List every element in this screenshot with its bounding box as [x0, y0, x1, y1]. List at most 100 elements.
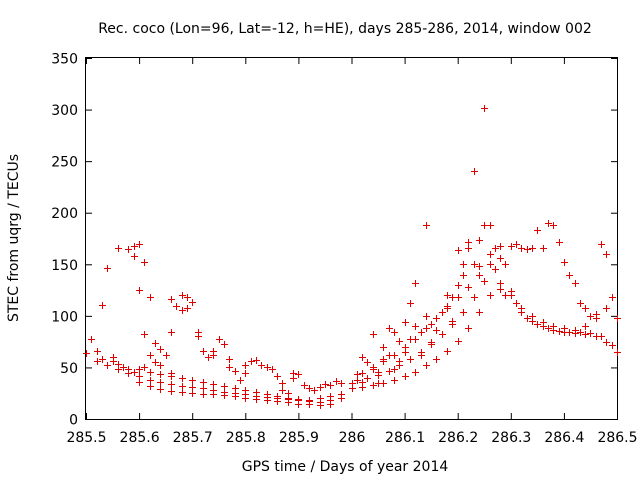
data-point [534, 227, 541, 234]
data-point [163, 352, 170, 359]
data-point [94, 348, 101, 355]
data-point [125, 370, 132, 377]
data-point [253, 357, 260, 364]
data-point [402, 373, 409, 380]
data-point [136, 241, 143, 248]
data-point [603, 339, 610, 346]
data-point [423, 222, 430, 229]
data-point [242, 395, 249, 402]
data-point [412, 336, 419, 343]
data-point [125, 246, 132, 253]
data-point [444, 348, 451, 355]
data-point [465, 245, 472, 252]
data-point [518, 245, 525, 252]
data-point [433, 327, 440, 334]
data-point [147, 383, 154, 390]
data-point [147, 294, 154, 301]
data-point [418, 349, 425, 356]
data-point [131, 243, 138, 250]
data-point [168, 381, 175, 388]
data-point [582, 331, 589, 338]
data-point [497, 286, 504, 293]
data-point [210, 391, 217, 398]
data-point [609, 294, 616, 301]
data-point [439, 331, 446, 338]
data-point [285, 395, 292, 402]
data-point [375, 372, 382, 379]
data-point [481, 278, 488, 285]
y-axis-label: STEC from uqrg / TECUs [6, 154, 22, 322]
data-point [168, 373, 175, 380]
data-point [168, 296, 175, 303]
data-point [433, 356, 440, 363]
data-point [550, 222, 557, 229]
data-point [359, 354, 366, 361]
data-point [487, 292, 494, 299]
data-point [242, 362, 249, 369]
x-tick-label: 286.3 [491, 430, 531, 446]
data-point [210, 352, 217, 359]
data-point [370, 382, 377, 389]
y-tick-label: 200 [51, 206, 78, 222]
data-point [497, 280, 504, 287]
data-point [179, 292, 186, 299]
data-point [120, 364, 127, 371]
data-point [418, 329, 425, 336]
data-point [306, 385, 313, 392]
data-point [455, 282, 462, 289]
data-point [508, 243, 515, 250]
data-point [460, 272, 467, 279]
data-point [226, 364, 233, 371]
data-point [540, 319, 547, 326]
data-point [253, 389, 260, 396]
data-point [311, 387, 318, 394]
data-point [327, 393, 334, 400]
data-point [359, 370, 366, 377]
data-point [354, 371, 361, 378]
data-point [455, 338, 462, 345]
data-point [566, 329, 573, 336]
data-point [487, 251, 494, 258]
data-point [157, 386, 164, 393]
data-point [534, 321, 541, 328]
data-point [327, 401, 334, 408]
data-point [577, 300, 584, 307]
data-point [195, 333, 202, 340]
data-point [274, 373, 281, 380]
data-point [189, 377, 196, 384]
data-point [465, 239, 472, 246]
data-point [264, 364, 271, 371]
data-point [349, 385, 356, 392]
data-point [556, 328, 563, 335]
data-point [317, 402, 324, 409]
data-point [157, 379, 164, 386]
data-point [423, 313, 430, 320]
data-point [572, 280, 579, 287]
data-point [157, 371, 164, 378]
data-point [136, 379, 143, 386]
data-point [205, 354, 212, 361]
data-point [274, 393, 281, 400]
data-point [386, 368, 393, 375]
data-point [253, 396, 260, 403]
data-point [364, 375, 371, 382]
data-point [471, 168, 478, 175]
data-point [184, 294, 191, 301]
data-point [556, 239, 563, 246]
data-point [412, 369, 419, 376]
data-point [99, 356, 106, 363]
data-point [141, 259, 148, 266]
data-point [598, 333, 605, 340]
data-point [444, 305, 451, 312]
data-point [317, 395, 324, 402]
data-point [221, 383, 228, 390]
data-point [168, 329, 175, 336]
data-point [614, 315, 621, 322]
data-point [189, 384, 196, 391]
data-point [338, 380, 345, 387]
data-point [179, 383, 186, 390]
data-point [200, 391, 207, 398]
data-point [412, 323, 419, 330]
y-tick-label: 0 [69, 413, 78, 429]
